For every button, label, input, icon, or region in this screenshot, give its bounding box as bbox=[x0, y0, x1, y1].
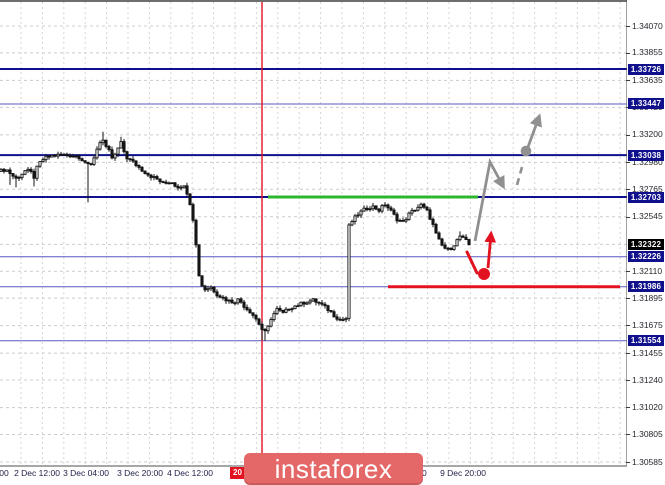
watermark-text: instaforex bbox=[274, 453, 393, 484]
price-tick-label: 1.32110 bbox=[626, 266, 665, 277]
red-bounce-arrow bbox=[484, 230, 497, 269]
axis-tick-mark bbox=[626, 379, 630, 381]
price-level-label: 1.32226 bbox=[628, 251, 664, 263]
price-tick-label: 1.32545 bbox=[626, 211, 665, 222]
price-level-label: 1.31986 bbox=[628, 281, 664, 293]
price-tick-label: 1.32980 bbox=[626, 157, 665, 168]
gray-rise-pullback-arrow bbox=[473, 157, 505, 242]
price-tick-label: 1.31675 bbox=[626, 320, 665, 331]
axis-tick-mark bbox=[626, 434, 630, 436]
time-axis-label: 9 Dec 20:00 bbox=[440, 468, 486, 478]
price-tick-label: 1.33200 bbox=[626, 129, 665, 140]
axis-tick-mark bbox=[626, 52, 630, 54]
price-tick-label: 1.34070 bbox=[626, 21, 665, 32]
price-level-label: 1.31554 bbox=[628, 335, 664, 347]
price-tick-label: 1.32765 bbox=[626, 184, 665, 195]
analysis-segments bbox=[268, 195, 620, 289]
price-level-label: 1.33447 bbox=[628, 98, 664, 110]
axis-tick-mark bbox=[626, 461, 630, 463]
axis-tick-mark bbox=[626, 352, 630, 354]
time-axis-label: 00 bbox=[0, 468, 9, 478]
price-level-label: 1.33726 bbox=[628, 63, 664, 75]
candles-layer bbox=[0, 131, 471, 341]
price-tick-label: 1.31895 bbox=[626, 293, 665, 304]
price-tick-label: 1.31455 bbox=[626, 348, 665, 359]
vertical-gridlines bbox=[20, 2, 621, 466]
red-pivot-dot bbox=[478, 268, 490, 280]
axis-tick-mark bbox=[626, 80, 630, 82]
red-fall-segment bbox=[465, 250, 479, 275]
price-tick-label: 1.33855 bbox=[626, 47, 665, 58]
gray-pivot-dot bbox=[520, 145, 532, 157]
time-axis-label: 3 Dec 20:00 bbox=[117, 468, 163, 478]
axis-tick-mark bbox=[626, 270, 630, 272]
gray-dashed-segment bbox=[515, 166, 524, 186]
axis-tick-mark bbox=[626, 189, 630, 190]
axis-tick-mark bbox=[626, 162, 630, 164]
current-price-label: 1.32322 bbox=[628, 239, 664, 251]
price-axis: 1.340701.338551.336351.334201.332001.329… bbox=[626, 0, 665, 468]
price-level-label: 1.32703 bbox=[628, 191, 664, 203]
price-level-lines bbox=[0, 68, 627, 342]
time-axis-label: 3 Dec 04:00 bbox=[63, 468, 109, 478]
price-tick-label: 1.33635 bbox=[626, 75, 665, 86]
forecast-annotations bbox=[465, 113, 542, 280]
axis-tick-mark bbox=[626, 134, 630, 136]
price-tick-label: 1.30805 bbox=[626, 429, 665, 440]
price-tick-label: 1.31240 bbox=[626, 375, 665, 386]
price-tick-label: 1.31020 bbox=[626, 402, 665, 413]
axis-tick-mark bbox=[626, 407, 630, 409]
axis-tick-mark bbox=[626, 325, 630, 327]
price-level-label: 1.33038 bbox=[628, 149, 664, 161]
horizontal-gridlines bbox=[0, 25, 627, 463]
instaforex-watermark: instaforex bbox=[244, 453, 423, 485]
time-axis-label: 4 Dec 12:00 bbox=[167, 468, 213, 478]
axis-tick-mark bbox=[626, 297, 630, 299]
axis-tick-mark bbox=[626, 216, 630, 218]
axis-tick-mark bbox=[626, 25, 630, 27]
time-axis-label: 2 Dec 12:00 bbox=[14, 468, 60, 478]
gray-continuation-arrow bbox=[526, 113, 542, 148]
price-tick-label: 1.30585 bbox=[626, 457, 665, 468]
